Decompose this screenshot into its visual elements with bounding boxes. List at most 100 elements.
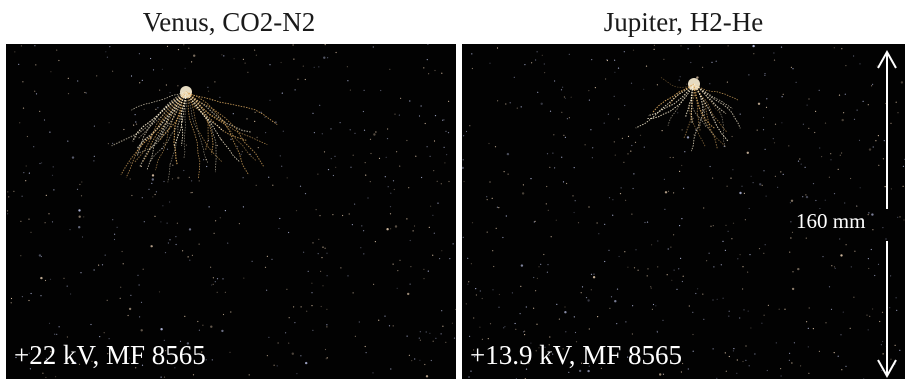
noise-speck [693,134,695,136]
noise-speck [624,251,626,253]
noise-speck [43,119,46,121]
noise-speck [131,194,133,197]
noise-speck [870,248,872,251]
noise-speck [866,314,868,316]
noise-speck [902,165,904,167]
noise-speck [272,184,274,186]
noise-speck [349,129,351,131]
noise-speck [293,58,295,60]
noise-speck [762,116,765,119]
noise-speck [890,275,892,277]
noise-speck [493,265,495,268]
noise-speck [49,131,51,133]
noise-speck [55,376,57,378]
noise-speck [709,165,711,168]
noise-speck [791,231,794,233]
noise-speck [881,311,884,313]
noise-speck [40,295,42,297]
noise-speck [363,129,366,131]
noise-speck [244,62,246,64]
noise-speck [81,236,84,238]
noise-speck [853,118,856,120]
noise-speck [76,188,79,190]
noise-speck [736,372,738,374]
noise-speck [260,111,262,113]
noise-speck [184,315,186,317]
noise-speck [302,65,304,67]
noise-speck [566,182,568,185]
noise-speck [183,44,185,46]
noise-speck [613,95,615,97]
noise-speck [294,322,296,324]
noise-speck [307,270,309,272]
noise-speck [882,158,884,160]
noise-speck [135,136,137,138]
noise-speck [7,213,9,215]
noise-speck [656,84,658,86]
noise-speck [808,98,810,100]
noise-speck [627,266,629,268]
noise-speck [427,270,429,272]
noise-speck [748,74,750,76]
noise-speck [544,72,546,74]
noise-speck [867,329,869,331]
noise-speck [868,267,870,270]
noise-speck [90,323,92,326]
noise-speck [764,74,766,76]
noise-speck [505,215,507,217]
discharge-streamer [146,91,187,171]
noise-speck [831,265,833,267]
noise-speck [568,117,570,119]
noise-speck [564,136,566,138]
noise-speck [394,113,396,115]
noise-speck [112,142,114,144]
noise-speck [66,285,68,287]
noise-speck [650,286,652,288]
noise-speck [227,242,229,244]
noise-speck [447,132,450,134]
noise-speck [562,86,564,88]
noise-speck [106,56,108,58]
noise-speck [899,216,901,218]
noise-speck [161,147,163,150]
noise-speck [322,285,324,287]
noise-speck [797,267,800,271]
noise-speck [312,242,314,244]
noise-speck [774,175,776,177]
noise-speck [219,96,221,98]
noise-speck [563,134,565,136]
noise-speck [890,358,892,360]
noise-speck [818,89,820,91]
noise-speck [46,360,48,362]
noise-speck [830,153,832,155]
noise-speck [473,349,475,351]
noise-speck [175,243,177,246]
noise-speck [130,75,133,77]
noise-speck [429,155,431,157]
noise-speck [489,62,491,64]
noise-speck [519,313,521,315]
discharge-streamer [185,91,240,162]
noise-speck [30,292,32,295]
noise-speck [28,172,30,174]
noise-speck [646,221,649,223]
noise-speck [680,45,682,47]
noise-speck [712,177,714,179]
noise-speck [155,191,157,193]
noise-speck [788,145,790,147]
noise-speck [191,191,193,194]
noise-speck [563,96,565,98]
noise-speck [39,162,41,165]
noise-speck [406,139,408,142]
noise-speck [673,269,675,271]
noise-speck [722,297,724,299]
noise-speck [201,351,203,353]
noise-speck [317,173,319,175]
noise-speck [744,219,746,221]
noise-speck [202,324,204,326]
noise-speck [53,189,55,191]
noise-speck [318,238,320,240]
noise-speck [575,341,578,343]
noise-speck [661,130,663,132]
noise-speck [216,144,218,147]
